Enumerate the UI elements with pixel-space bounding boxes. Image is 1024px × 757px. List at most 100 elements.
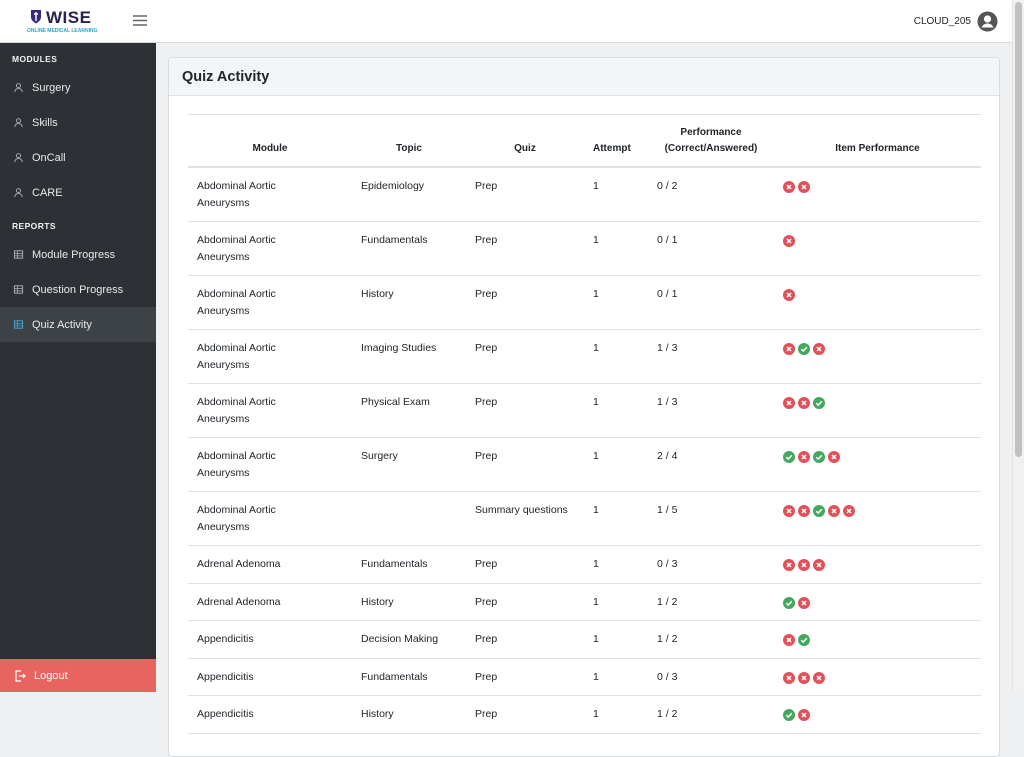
module: Adrenal Adenoma [197, 558, 281, 570]
table-cell: Epidemiology [352, 167, 466, 222]
table-row: Abdominal Aortic Aneurysms Fundamentals Pr… [188, 221, 981, 276]
correct-icon [783, 451, 795, 463]
quiz: Prep [475, 450, 498, 462]
performance: 1 / 3 [657, 396, 678, 408]
nav-item[interactable]: Module Progress [0, 237, 156, 272]
performance: 0 / 1 [657, 288, 678, 300]
table-cell: 1 [584, 167, 648, 222]
table-cell: Appendicitis [188, 620, 352, 659]
column-header: Attempt [584, 114, 648, 168]
menu-toggle[interactable] [132, 14, 148, 27]
quiz: Prep [475, 595, 498, 608]
table-cell: 1 / 3 [648, 383, 774, 438]
nav-icon [13, 250, 24, 259]
nav-item[interactable]: Skills [0, 105, 156, 140]
incorrect-icon [798, 559, 810, 571]
user-menu[interactable]: CLOUD_205 [914, 11, 998, 32]
quiz: Prep [475, 180, 498, 192]
card: Quiz Activity Module Topic Quiz Attempt Perf… [168, 57, 1000, 757]
item-icons [783, 340, 972, 355]
item-icons [783, 286, 972, 301]
item-performance-cell [774, 437, 981, 492]
item-icons [783, 706, 972, 721]
header-row: Module Topic Quiz Attempt Performance (Corre… [188, 114, 981, 168]
table-cell: Prep [466, 583, 584, 621]
logo-shield [31, 10, 41, 24]
table-cell: Abdominal Aortic Aneurysms [188, 437, 352, 492]
nav-item[interactable]: Question Progress [0, 272, 156, 307]
module: Appendicitis [197, 708, 254, 720]
module: Abdominal Aortic Aneurysms [197, 342, 276, 371]
item-performance-cell [774, 275, 981, 330]
performance: 1 / 2 [657, 708, 678, 720]
logo[interactable]: WISE ONLINE MEDICAL LEARNING [27, 8, 97, 34]
topic: Fundamentals [361, 670, 428, 683]
attempt: 1 [593, 633, 599, 645]
incorrect-icon [798, 596, 810, 609]
topic: Physical Exam [361, 396, 430, 408]
logout-button[interactable]: Logout [0, 659, 156, 692]
table-cell: 2 / 4 [648, 437, 774, 492]
table-cell: 1 / 3 [648, 329, 774, 384]
quiz-table: Module Topic Quiz Attempt Performance (Corre… [188, 114, 981, 734]
column-header: Topic [352, 114, 466, 168]
incorrect-icon [783, 505, 795, 517]
table-cell: Physical Exam [352, 383, 466, 438]
table-cell: 1 [584, 437, 648, 492]
table-cell: Appendicitis [188, 695, 352, 734]
topic: History [361, 708, 394, 720]
attempt: 1 [593, 670, 599, 683]
table-cell: Prep [466, 167, 584, 222]
table-cell: Abdominal Aortic Aneurysms [188, 221, 352, 276]
quiz: Prep [475, 342, 498, 354]
nav-icon [14, 153, 23, 163]
module: Abdominal Aortic Aneurysms [197, 234, 276, 263]
logo-tagline: ONLINE MEDICAL LEARNING [27, 28, 98, 34]
nav-item[interactable]: CARE [0, 175, 156, 210]
nav-icon [13, 285, 24, 294]
table-cell: 0 / 1 [648, 221, 774, 276]
table-cell: 1 [584, 658, 648, 696]
scrollbar[interactable] [1012, 0, 1024, 692]
table-cell: Prep [466, 545, 584, 584]
incorrect-icon [813, 343, 825, 355]
module: Abdominal Aortic Aneurysms [197, 180, 276, 209]
nav-item[interactable]: OnCall [0, 140, 156, 175]
logout-label: Logout [34, 669, 68, 682]
module: Abdominal Aortic Aneurysms [197, 396, 276, 425]
topic: History [361, 595, 394, 608]
incorrect-icon [798, 505, 810, 517]
table-cell: Summary questions [466, 491, 584, 546]
incorrect-icon [813, 671, 825, 684]
nav-item[interactable]: Surgery [0, 70, 156, 105]
quiz: Prep [475, 558, 498, 570]
performance: 1 / 5 [657, 504, 678, 516]
item-performance-cell [774, 620, 981, 659]
module: Appendicitis [197, 670, 254, 683]
table-cell: 1 [584, 275, 648, 330]
table-cell: 1 / 2 [648, 583, 774, 621]
table-cell: Prep [466, 221, 584, 276]
nav-item[interactable]: Quiz Activity [0, 307, 156, 342]
nav-icon [14, 83, 23, 93]
incorrect-icon [783, 559, 795, 571]
username: CLOUD_205 [913, 16, 971, 27]
topic: Surgery [361, 450, 398, 462]
performance: 1 / 3 [657, 342, 678, 354]
table-cell: 1 [584, 491, 648, 546]
logout-icon [15, 669, 26, 682]
item-performance-cell [774, 329, 981, 384]
table-row: Adrenal Adenoma History Prep 1 1 / 2 [188, 583, 981, 621]
nav-icon [14, 118, 23, 128]
table-cell: Appendicitis [188, 658, 352, 696]
item-performance-cell [774, 658, 981, 696]
table-row: Appendicitis History Prep 1 1 / 2 [188, 695, 981, 734]
table-cell: 1 / 2 [648, 695, 774, 734]
performance: 0 / 3 [657, 670, 678, 683]
attempt: 1 [593, 595, 599, 608]
attempt: 1 [593, 708, 599, 720]
attempt: 1 [593, 558, 599, 570]
table-cell: 1 / 2 [648, 620, 774, 659]
scroll-thumb[interactable] [1015, 2, 1022, 457]
topic: Imaging Studies [361, 342, 437, 354]
